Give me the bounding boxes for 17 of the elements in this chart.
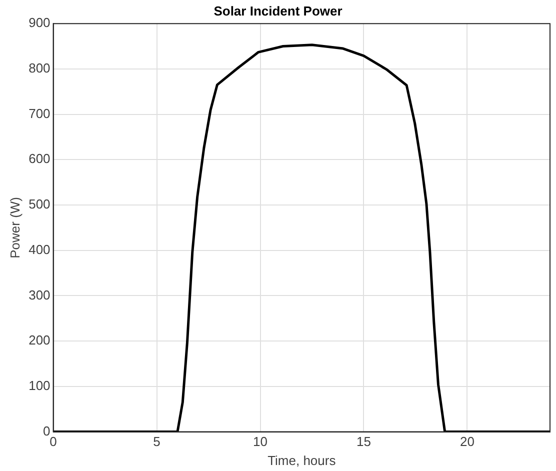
x-tick-label: 15 xyxy=(356,434,371,450)
x-axis-title: Time, hours xyxy=(268,452,336,468)
y-tick-label: 500 xyxy=(28,196,50,212)
y-tick-label: 900 xyxy=(28,15,50,30)
chart-title: Solar Incident Power xyxy=(214,3,342,18)
y-axis-title: Power (W) xyxy=(7,197,22,258)
y-tick-label: 400 xyxy=(28,242,50,257)
y-tick-label: 200 xyxy=(28,332,50,348)
y-tick-label: 100 xyxy=(28,378,50,394)
y-tick-label: 300 xyxy=(28,287,50,302)
x-tick-label: 20 xyxy=(460,434,474,450)
y-tick-label: 0 xyxy=(43,423,50,438)
y-tick-label: 700 xyxy=(28,106,50,121)
y-tick-label: 800 xyxy=(28,60,50,76)
y-tick-label: 600 xyxy=(28,151,50,166)
x-tick-label: 10 xyxy=(253,434,268,450)
x-tick-label: 5 xyxy=(153,434,160,450)
